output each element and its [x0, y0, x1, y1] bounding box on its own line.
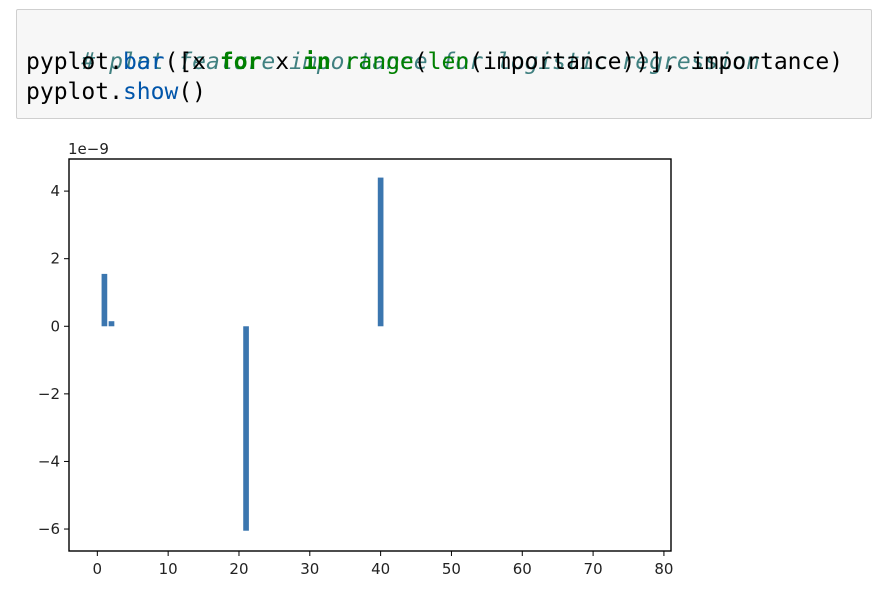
bar-21 — [243, 326, 249, 531]
x-tick-label: 20 — [229, 560, 248, 578]
offset-text: 1e−9 — [68, 140, 109, 158]
y-tick-label: 2 — [50, 250, 60, 268]
y-tick-label: 0 — [50, 317, 60, 335]
code-token: pyplot. — [26, 49, 123, 75]
code-cell[interactable]: # plot feature importance for logistic r… — [16, 9, 872, 119]
code-comment: # plot feature importance for logistic r… — [81, 49, 760, 75]
x-tick-label: 80 — [654, 560, 673, 578]
code-token: (importance))], importance) — [469, 49, 844, 75]
bar-40 — [377, 177, 384, 327]
code-builtin-len: len — [427, 49, 470, 75]
x-tick-label: 50 — [442, 560, 461, 578]
x-tick-label: 40 — [371, 560, 390, 578]
x-tick-label: 70 — [584, 560, 603, 578]
y-tick-label: −6 — [38, 520, 60, 538]
code-keyword-in: in — [302, 49, 331, 75]
code-token-bar: bar — [122, 49, 165, 75]
plot-frame — [68, 158, 672, 552]
code-token: pyplot. — [26, 79, 123, 105]
y-tick-label: −4 — [38, 452, 60, 470]
x-tick-label: 30 — [300, 560, 319, 578]
code-builtin-range: range — [344, 49, 414, 75]
x-tick-label: 0 — [93, 560, 103, 578]
cell-output: 1e−9 0 10 20 30 40 50 60 70 80 4 2 0 −2 −4 −6 — [16, 125, 874, 605]
code-keyword-for: for — [219, 49, 262, 75]
x-tick-label: 60 — [513, 560, 532, 578]
code-token: x — [261, 49, 303, 75]
bar-1 — [101, 273, 108, 327]
code-token: ([x — [164, 49, 220, 75]
code-token-show: show — [122, 79, 179, 105]
code-token: () — [178, 79, 207, 105]
x-axis-ticks: 0 10 20 30 40 50 60 70 80 — [93, 551, 673, 578]
code-line-1: # plot feature importance for logistic r… — [26, 17, 760, 75]
bars-layer — [101, 177, 384, 531]
y-tick-label: −2 — [38, 385, 60, 403]
bar-chart: 1e−9 0 10 20 30 40 50 60 70 80 420−2−4−6 — [38, 140, 674, 578]
y-tick-label: 4 — [50, 182, 60, 200]
code-token: ( — [413, 49, 428, 75]
code-line-2: pyplot.bar([x for x in range(len(importa… — [26, 47, 843, 77]
y-axis-ticks: 4 2 0 −2 −4 −6 — [38, 182, 69, 538]
code-line-3: pyplot.show() — [26, 77, 206, 107]
x-tick-label: 10 — [159, 560, 178, 578]
bar-2 — [108, 321, 115, 327]
code-token — [331, 49, 345, 75]
